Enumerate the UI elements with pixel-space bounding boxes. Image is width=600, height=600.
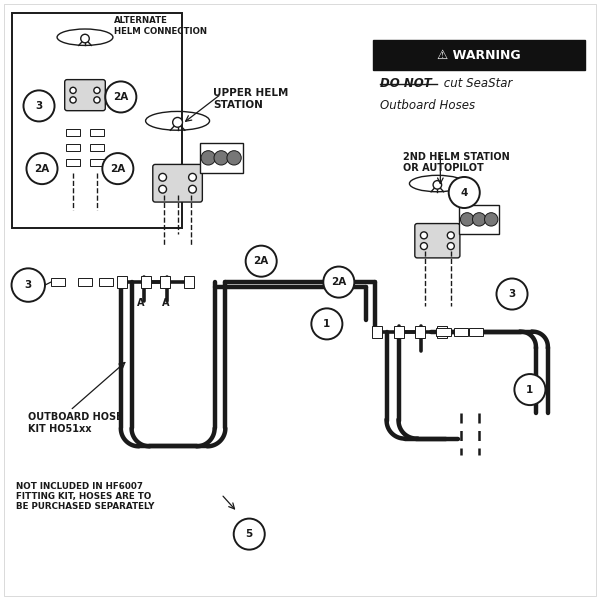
FancyBboxPatch shape: [153, 164, 202, 202]
Circle shape: [70, 87, 76, 94]
Bar: [459, 205, 499, 233]
Circle shape: [11, 268, 45, 302]
Text: 5: 5: [245, 529, 253, 539]
Circle shape: [201, 151, 215, 165]
Circle shape: [448, 232, 454, 239]
FancyBboxPatch shape: [415, 224, 460, 258]
Circle shape: [485, 212, 498, 226]
Text: ⚠ WARNING: ⚠ WARNING: [437, 49, 521, 62]
Text: 1: 1: [323, 319, 331, 329]
Text: 3: 3: [25, 280, 32, 290]
Bar: [415, 326, 425, 338]
Circle shape: [188, 173, 196, 181]
Bar: [51, 278, 65, 286]
Bar: [67, 129, 80, 136]
Bar: [141, 276, 151, 288]
Text: 1: 1: [526, 385, 533, 395]
Bar: [117, 276, 127, 288]
Circle shape: [106, 82, 136, 112]
Text: 2A: 2A: [110, 164, 125, 173]
Bar: [373, 40, 585, 70]
Circle shape: [227, 151, 241, 165]
Text: 2A: 2A: [34, 164, 50, 173]
Bar: [91, 144, 104, 151]
Circle shape: [449, 177, 480, 208]
Circle shape: [70, 97, 76, 103]
Text: 4: 4: [461, 187, 468, 197]
Text: 2ND HELM STATION
OR AUTOPILOT: 2ND HELM STATION OR AUTOPILOT: [403, 152, 509, 173]
Bar: [67, 159, 80, 166]
Circle shape: [472, 212, 486, 226]
Circle shape: [433, 181, 442, 189]
Text: A: A: [137, 298, 144, 308]
FancyBboxPatch shape: [65, 80, 106, 110]
Text: 2A: 2A: [254, 256, 269, 266]
Text: UPPER HELM
STATION: UPPER HELM STATION: [214, 88, 289, 110]
Circle shape: [245, 245, 277, 277]
Circle shape: [496, 278, 527, 310]
Text: cut SeaStar: cut SeaStar: [440, 77, 512, 90]
Circle shape: [514, 374, 545, 405]
Bar: [184, 276, 194, 288]
Circle shape: [173, 118, 182, 127]
Circle shape: [103, 153, 133, 184]
Circle shape: [159, 173, 167, 181]
Text: ALTERNATE
HELM CONNECTION: ALTERNATE HELM CONNECTION: [113, 16, 206, 36]
Circle shape: [421, 242, 427, 250]
Text: DO NOT: DO NOT: [380, 77, 432, 90]
Text: NOT INCLUDED IN HF6007
FITTING KIT, HOSES ARE TO
BE PURCHASED SEPARATELY: NOT INCLUDED IN HF6007 FITTING KIT, HOSE…: [16, 482, 155, 511]
Bar: [200, 143, 242, 173]
Circle shape: [234, 518, 265, 550]
Circle shape: [323, 266, 355, 298]
Circle shape: [188, 185, 196, 193]
Circle shape: [460, 212, 474, 226]
Bar: [454, 328, 469, 335]
Bar: [160, 276, 170, 288]
Bar: [394, 326, 404, 338]
Text: 2A: 2A: [113, 92, 128, 102]
Text: 2A: 2A: [331, 277, 346, 287]
Bar: [91, 129, 104, 136]
Circle shape: [94, 87, 100, 94]
Bar: [99, 278, 113, 286]
Circle shape: [448, 242, 454, 250]
Circle shape: [94, 97, 100, 103]
Bar: [437, 326, 447, 338]
Bar: [469, 328, 484, 335]
Text: Outboard Hoses: Outboard Hoses: [380, 99, 475, 112]
Text: 3: 3: [35, 101, 43, 111]
Circle shape: [214, 151, 229, 165]
Circle shape: [159, 185, 167, 193]
Text: A: A: [162, 298, 169, 308]
Circle shape: [421, 232, 427, 239]
Circle shape: [81, 34, 89, 43]
Circle shape: [311, 308, 343, 340]
Bar: [78, 278, 92, 286]
Bar: [372, 326, 382, 338]
Bar: [67, 144, 80, 151]
Bar: [436, 328, 451, 335]
Text: OUTBOARD HOSE
KIT HO51xx: OUTBOARD HOSE KIT HO51xx: [28, 412, 123, 434]
Bar: [12, 13, 182, 229]
Text: 3: 3: [508, 289, 515, 299]
Bar: [91, 159, 104, 166]
Circle shape: [26, 153, 58, 184]
Circle shape: [23, 91, 55, 121]
